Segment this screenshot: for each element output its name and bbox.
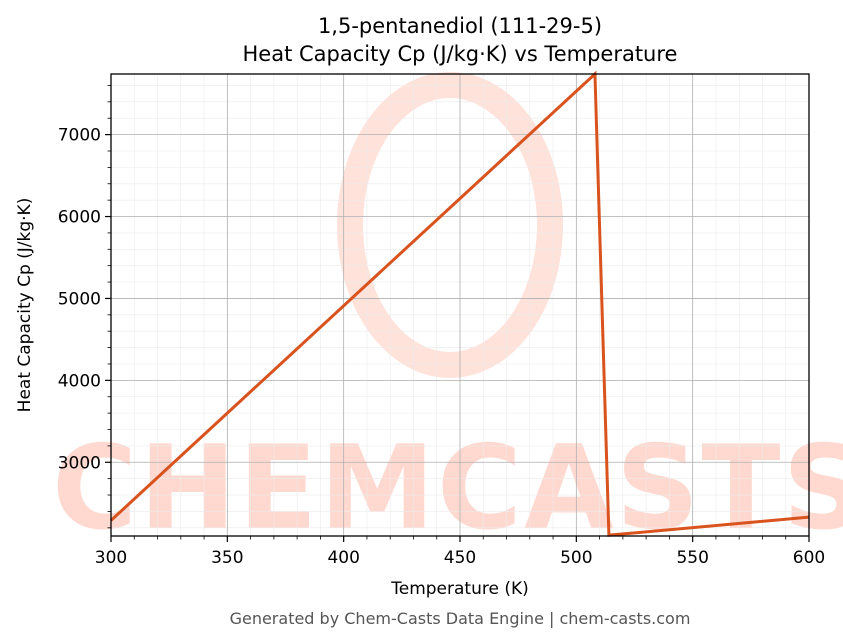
watermark: CHEMCASTS	[52, 72, 843, 556]
chart-title-line1: 1,5-pentanediol (111-29-5)	[318, 14, 602, 38]
footer-text: Generated by Chem-Casts Data Engine | ch…	[230, 609, 691, 628]
x-axis-label: Temperature (K)	[390, 579, 529, 599]
watermark-logo-ring	[337, 72, 563, 378]
x-tick-label: 450	[444, 548, 476, 568]
y-tick-label: 6000	[58, 208, 101, 228]
x-tick-label: 600	[793, 548, 825, 568]
x-tick-label: 500	[560, 548, 592, 568]
y-axis: 3000 4000 5000 6000 7000	[58, 85, 111, 529]
x-tick-label: 400	[327, 548, 359, 568]
x-axis: 300 350 400 450 500 550 600	[95, 536, 825, 568]
y-tick-label: 3000	[58, 453, 101, 473]
y-tick-label: 4000	[58, 371, 101, 391]
y-tick-label: 5000	[58, 289, 101, 309]
series-layer	[109, 70, 810, 537]
x-tick-label: 300	[95, 548, 127, 568]
x-tick-label: 550	[676, 548, 708, 568]
y-tick-label: 7000	[58, 126, 101, 146]
series-line	[109, 70, 810, 537]
chart-title-line2: Heat Capacity Cp (J/kg·K) vs Temperature	[243, 42, 678, 66]
watermark-text: CHEMCASTS	[52, 421, 843, 556]
x-tick-label: 350	[211, 548, 243, 568]
y-axis-label: Heat Capacity Cp (J/kg·K)	[15, 198, 35, 413]
